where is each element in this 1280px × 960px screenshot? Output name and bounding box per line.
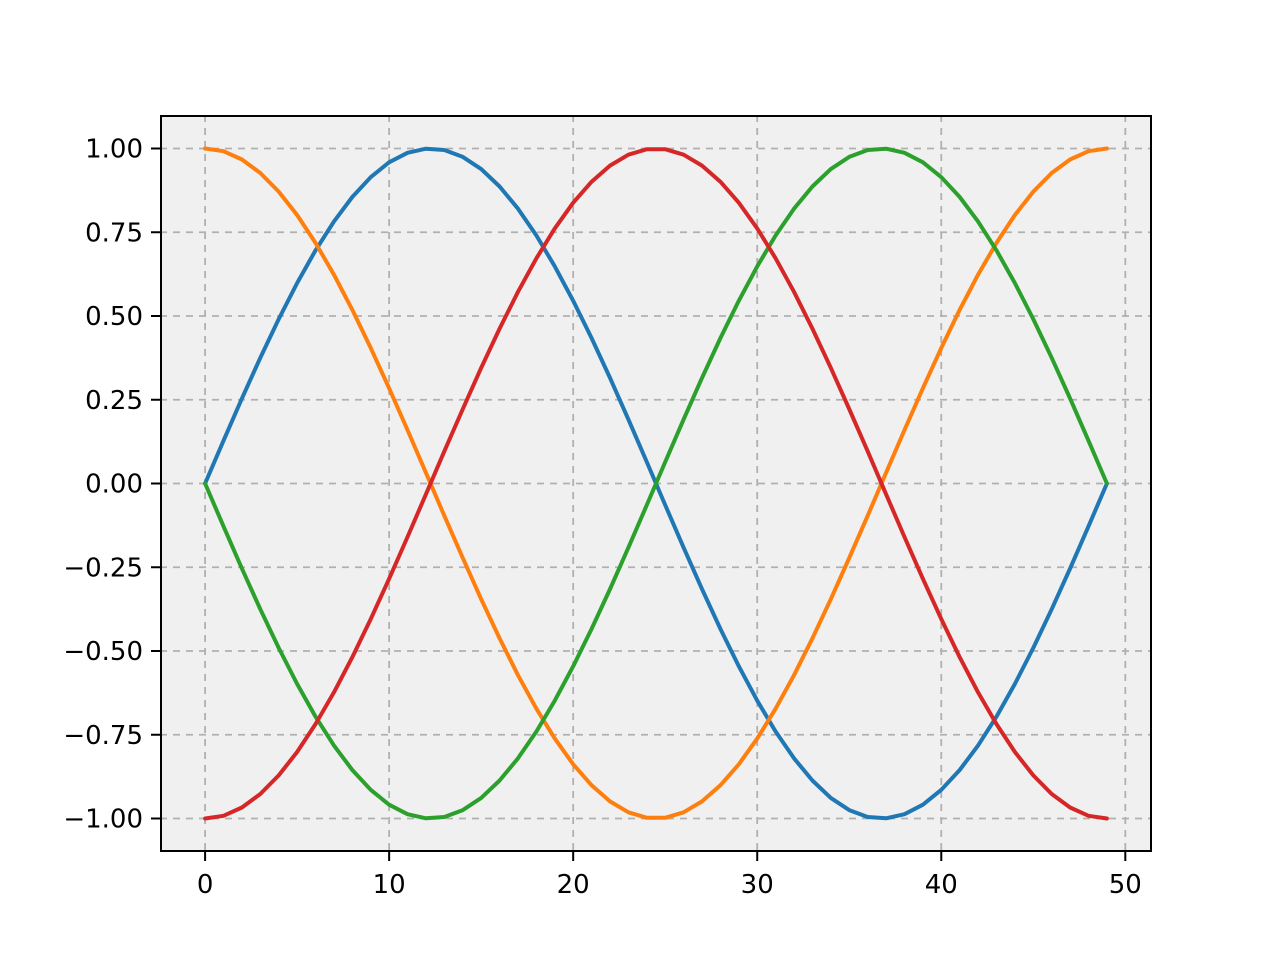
y-tick-label: −1.00 (63, 805, 143, 835)
y-tick-label: 1.00 (85, 135, 143, 165)
x-tick-label: 20 (557, 870, 590, 900)
x-tick-label: 30 (741, 870, 774, 900)
y-tick-label: −0.75 (63, 721, 143, 751)
x-tick-label: 50 (1109, 870, 1142, 900)
x-tick-label: 40 (925, 870, 958, 900)
y-tick-label: 0.75 (85, 218, 143, 248)
series-line-cos (203, 146, 1109, 820)
y-tick-label: −0.50 (63, 637, 143, 667)
y-tick-label: 0.50 (85, 302, 143, 332)
axes-border (160, 115, 1152, 852)
series-line-neg-cos (203, 147, 1109, 821)
x-tick-label: 10 (373, 870, 406, 900)
y-tick-label: 0.00 (85, 470, 143, 500)
x-tick-label: 0 (197, 870, 214, 900)
series-line-neg-sin (203, 146, 1109, 821)
y-tick-label: 0.25 (85, 386, 143, 416)
y-tick-label: −0.25 (63, 553, 143, 583)
